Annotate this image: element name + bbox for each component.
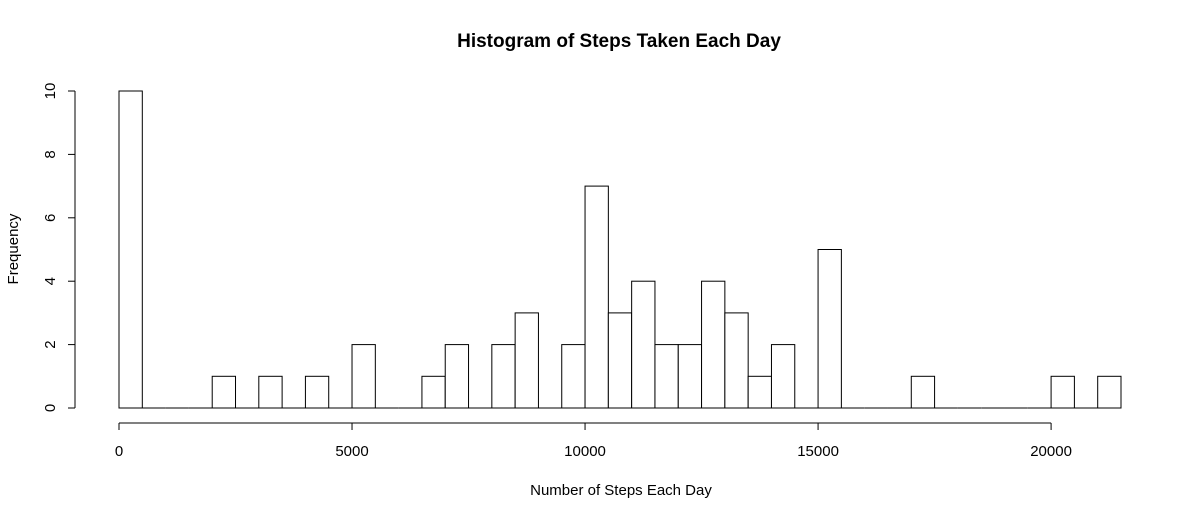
histogram-bar [1097,375,1122,409]
y-tick-label: 2 [42,340,59,348]
histogram-bar [421,375,446,409]
histogram-bar [910,375,936,409]
x-tick-label: 10000 [564,443,606,460]
x-tick-label: 15000 [797,443,839,460]
histogram-bar [747,375,772,409]
y-tick-label: 4 [42,277,59,285]
histogram-bar [514,312,539,409]
histogram-bar [118,90,143,409]
bars-group [118,90,1122,409]
y-tick-label: 0 [42,404,59,412]
histogram-bar [607,312,633,409]
histogram-bar [584,185,609,409]
x-tick-label: 20000 [1030,443,1072,460]
histogram-bar [724,312,749,409]
histogram-bar [701,280,726,409]
histogram-bar [631,280,656,409]
y-axis-title: Frequency [5,213,22,284]
x-axis: 0 5000 10000 15000 20000 [115,422,1072,460]
y-axis: 0 2 4 6 8 10 [42,83,76,412]
histogram-bar [351,344,376,409]
histogram-bar [770,344,796,409]
y-tick-label: 8 [42,150,59,158]
histogram-bar [491,344,516,409]
histogram-bar [1050,375,1075,409]
chart-title: Histogram of Steps Taken Each Day [457,31,781,52]
histogram-bar [817,249,842,409]
histogram-bar [304,375,330,409]
x-axis-title: Number of Steps Each Day [530,482,712,499]
y-tick-label: 6 [42,214,59,222]
x-tick-label: 0 [115,443,123,460]
histogram-bar [561,344,586,409]
histogram-bar [654,344,679,409]
x-tick-label: 5000 [335,443,368,460]
histogram-bar [444,344,470,409]
histogram-bar [677,344,703,409]
y-tick-label: 10 [42,83,59,100]
histogram-bar [211,375,237,409]
histogram-bar [258,375,283,409]
